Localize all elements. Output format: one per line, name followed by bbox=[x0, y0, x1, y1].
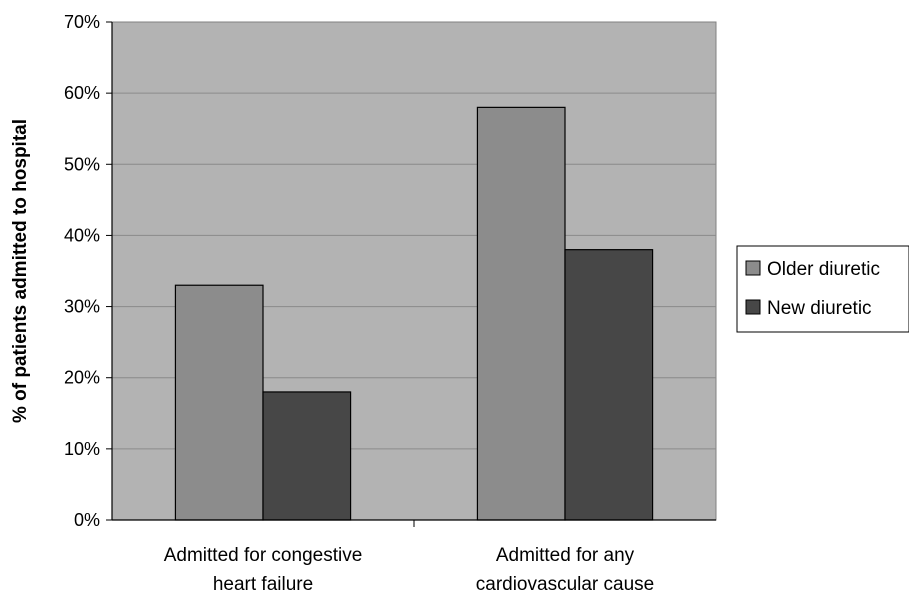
bars bbox=[174, 106, 654, 521]
y-tick-label: 20% bbox=[64, 368, 100, 388]
legend-swatch bbox=[745, 260, 761, 276]
y-tick-label: 10% bbox=[64, 439, 100, 459]
y-tick-label: 60% bbox=[64, 83, 100, 103]
y-tick-label: 40% bbox=[64, 225, 100, 245]
y-tick-label: 50% bbox=[64, 154, 100, 174]
legend-label: Older diuretic bbox=[767, 259, 880, 280]
bar-new-diuretic bbox=[262, 391, 352, 521]
bar-new-diuretic bbox=[564, 249, 654, 521]
y-tick-labels: 0% 10% 20% 30% 40% 50% 60% 70% bbox=[64, 12, 100, 530]
y-tick-label: 70% bbox=[64, 12, 100, 32]
x-category-label: Admitted for any bbox=[496, 545, 635, 566]
x-category-label: cardiovascular cause bbox=[476, 574, 654, 595]
bar-older-diuretic bbox=[476, 106, 566, 521]
legend-label: New diuretic bbox=[767, 298, 872, 319]
y-axis-label: % of patients admitted to hospital bbox=[10, 119, 31, 423]
bar-older-diuretic bbox=[174, 284, 264, 521]
legend-box bbox=[736, 245, 909, 333]
legend: Older diuretic New diuretic bbox=[736, 245, 909, 333]
y-tick-label: 0% bbox=[74, 510, 100, 530]
legend-swatch bbox=[745, 299, 761, 315]
x-category-label: heart failure bbox=[213, 574, 313, 595]
x-category-label: Admitted for congestive bbox=[164, 545, 363, 566]
axes bbox=[106, 21, 716, 527]
y-tick-label: 30% bbox=[64, 297, 100, 317]
x-category-labels: Admitted for congestive heart failure Admi… bbox=[164, 545, 655, 595]
